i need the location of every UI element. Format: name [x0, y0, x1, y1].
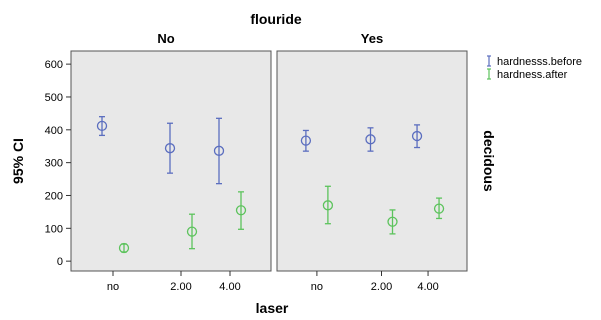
mean-marker [300, 135, 312, 146]
error-bar-point [387, 209, 398, 235]
x-tick-label: 4.00 [219, 281, 240, 293]
mean-marker [186, 226, 198, 237]
y-tick-label: 100 [45, 223, 63, 235]
legend-label: hardnesss.before [497, 56, 582, 68]
y-tick-label: 600 [45, 59, 63, 71]
mean-marker [433, 203, 445, 214]
error-bar-point [164, 122, 176, 174]
x-tick-label: 4.00 [417, 281, 438, 293]
legend-entry: hardnesss.before [487, 55, 582, 68]
y-tick-label: 200 [45, 190, 63, 202]
mean-marker [118, 242, 130, 254]
mean-marker [96, 120, 108, 132]
mean-marker [365, 134, 376, 145]
y-axis: 0 100 200 300 400 500 600 [45, 59, 71, 268]
legend-label: hardness.after [497, 69, 568, 81]
error-bar-point [213, 117, 225, 185]
mean-marker [322, 200, 334, 211]
x-tick-label: no [311, 281, 323, 293]
mean-marker [411, 130, 423, 142]
legend-entry: hardness.after [487, 68, 568, 81]
panel-no-plot-area [70, 50, 272, 272]
x-axis: no 2.00 4.00 no 2.00 4.00 [107, 271, 439, 293]
panel-label-yes: Yes [361, 31, 383, 46]
data-marks [96, 116, 445, 254]
error-bar-point [300, 129, 312, 152]
error-bar-point [186, 213, 198, 250]
y-tick-label: 300 [45, 158, 63, 170]
error-bar-point [96, 116, 108, 137]
y-tick-label: 400 [45, 125, 63, 137]
panel-label-no: No [157, 31, 174, 46]
error-bar-point [118, 242, 130, 254]
panel-yes-plot-area [276, 50, 468, 272]
x-axis-label: laser [256, 300, 289, 316]
x-tick-label: no [107, 281, 119, 293]
y-tick-label: 0 [57, 256, 63, 268]
right-strip-label: decidous [481, 130, 497, 192]
mean-marker [164, 143, 176, 154]
y-tick-label: 500 [45, 92, 63, 104]
mean-marker [387, 216, 398, 227]
error-bar-point [322, 185, 334, 225]
error-bar-point [433, 197, 445, 220]
error-bar-point [411, 124, 423, 149]
mean-marker [213, 145, 225, 156]
error-bar-point [235, 191, 247, 230]
x-tick-label: 2.00 [371, 281, 392, 293]
y-axis-label: 95% CI [10, 138, 26, 184]
error-bar-point [365, 127, 376, 152]
chart-title: flouride [250, 11, 302, 27]
mean-marker [235, 205, 247, 216]
x-tick-label: 2.00 [170, 281, 191, 293]
